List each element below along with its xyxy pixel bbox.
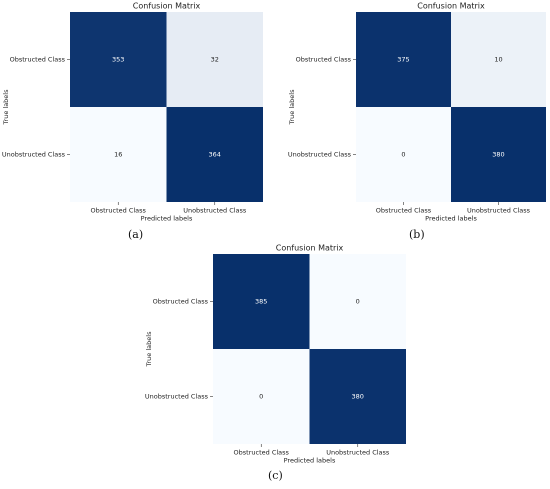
heatmap-b-value-1-1: 380 (492, 151, 504, 159)
heatmap-b-value-0-1: 10 (494, 56, 502, 64)
heatmap-c-value-0-1: 0 (356, 298, 360, 306)
heatmap-b-xtick-1: Unobstructed Class (467, 207, 531, 215)
heatmap-a-value-0-1: 32 (211, 56, 219, 64)
heatmap-b-value-1-0: 0 (401, 151, 405, 159)
heatmap-a-title: Confusion Matrix (133, 2, 201, 11)
heatmap-c-cell-0-0 (213, 254, 310, 349)
heatmap-c-xtick-0: Obstructed Class (234, 449, 290, 457)
heatmap-a-ylabel: True labels (2, 89, 10, 126)
heatmap-b-ylabel: True labels (288, 89, 296, 126)
heatmap-a-value-1-0: 16 (114, 151, 122, 159)
heatmap-a-value-0-0: 353 (112, 56, 124, 64)
heatmap-b-value-0-0: 375 (397, 56, 409, 64)
heatmap-c-title: Confusion Matrix (276, 244, 344, 253)
heatmap-c-xlabel: Predicted labels (284, 457, 336, 465)
heatmap-c-ytick-0: Obstructed Class (153, 298, 209, 306)
heatmap-c-value-1-0: 0 (259, 393, 263, 401)
heatmap-c-value-1-1: 380 (352, 393, 364, 401)
caption-b: (b) (409, 228, 425, 241)
heatmap-c-value-0-0: 385 (255, 298, 267, 306)
heatmap-a-cell-0-1 (166, 12, 263, 107)
heatmap-b-cell-0-1 (451, 12, 546, 107)
heatmap-b-title: Confusion Matrix (417, 2, 485, 11)
heatmap-b-xlabel: Predicted labels (425, 215, 477, 223)
caption-a: (a) (128, 228, 144, 241)
heatmap-c-ylabel: True labels (145, 331, 153, 368)
heatmap-a-xlabel: Predicted labels (141, 215, 193, 223)
heatmap-c-ytick-1: Unobstructed Class (145, 393, 209, 401)
heatmap-a-cell-0-0 (70, 12, 167, 107)
heatmap-a-xtick-0: Obstructed Class (91, 207, 147, 215)
heatmap-c-cell-0-1 (309, 254, 406, 349)
heatmap-a-value-1-1: 364 (209, 151, 221, 159)
heatmap-b-ytick-1: Unobstructed Class (288, 151, 352, 159)
heatmap-c-xtick-1: Unobstructed Class (326, 449, 390, 457)
heatmap-c-cell-1-0 (213, 349, 310, 444)
heatmap-b-cell-0-0 (356, 12, 451, 107)
heatmap-a-ytick-0: Obstructed Class (10, 56, 66, 64)
heatmap-a-cell-1-0 (70, 107, 167, 202)
heatmap-a-cell-1-1 (166, 107, 263, 202)
heatmap-a-ytick-1: Unobstructed Class (2, 151, 66, 159)
heatmap-b-cell-1-1 (451, 107, 546, 202)
heatmap-b-ytick-0: Obstructed Class (296, 56, 352, 64)
heatmap-b-cell-1-0 (356, 107, 451, 202)
caption-c: (c) (268, 469, 283, 482)
heatmap-a-xtick-1: Unobstructed Class (183, 207, 247, 215)
heatmap-c-cell-1-1 (309, 349, 406, 444)
heatmap-b-xtick-0: Obstructed Class (376, 207, 432, 215)
